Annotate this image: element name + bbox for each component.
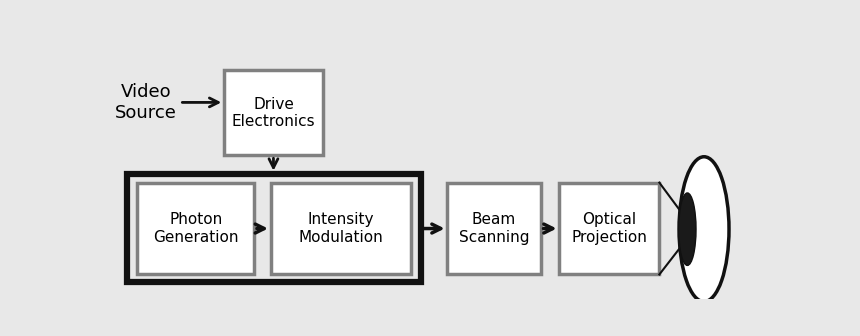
Text: Intensity
Modulation: Intensity Modulation [298,212,384,245]
Text: Video
Source: Video Source [115,83,177,122]
Text: Drive
Electronics: Drive Electronics [231,96,316,129]
Bar [271,183,411,275]
Text: Photon
Generation: Photon Generation [153,212,238,245]
Bar [224,70,322,156]
Text: Optical
Projection: Optical Projection [571,212,648,245]
Bar [559,183,660,275]
Bar [138,183,255,275]
Bar [447,183,541,275]
Bar [127,174,421,282]
Text: Beam
Scanning: Beam Scanning [459,212,529,245]
Ellipse shape [679,193,696,265]
Ellipse shape [679,157,729,302]
